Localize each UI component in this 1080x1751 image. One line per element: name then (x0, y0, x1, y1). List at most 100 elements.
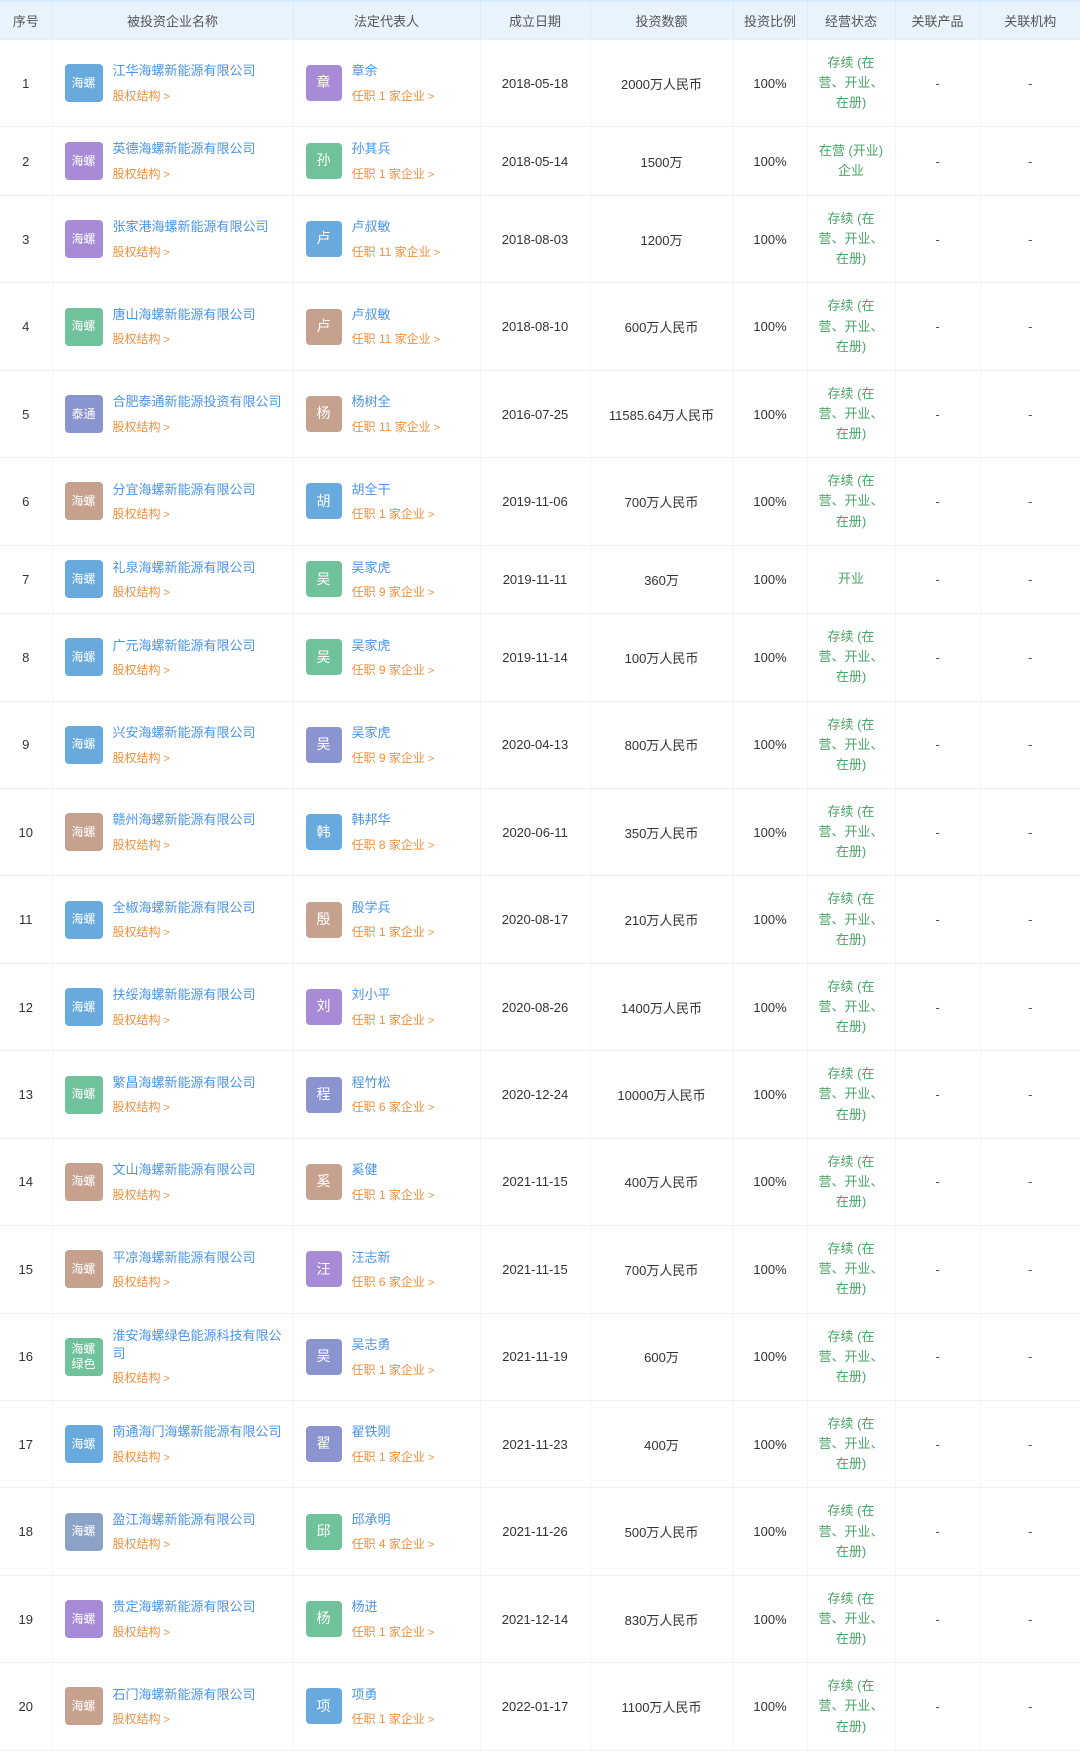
rep-name-link[interactable]: 吴家虎 (351, 725, 391, 741)
rep-avatar[interactable]: 杨 (305, 396, 342, 433)
equity-structure-link[interactable]: 股权结构 > (113, 1371, 170, 1385)
rep-name-link[interactable]: 卢叔敏 (351, 306, 391, 322)
company-logo-avatar[interactable]: 海螺 (64, 220, 103, 259)
equity-structure-link[interactable]: 股权结构 > (113, 1625, 170, 1639)
company-logo-avatar[interactable]: 海螺 (64, 988, 103, 1027)
rep-avatar[interactable]: 程 (305, 1076, 342, 1113)
company-name-link[interactable]: 英德海螺新能源有限公司 (112, 141, 256, 157)
company-name-link[interactable]: 合肥泰通新能源投资有限公司 (112, 394, 282, 410)
rep-name-link[interactable]: 杨树全 (351, 394, 391, 410)
rep-avatar[interactable]: 邱 (305, 1513, 342, 1550)
rep-avatar[interactable]: 翟 (305, 1426, 342, 1463)
rep-positions-link[interactable]: 任职 6 家企业 > (352, 1275, 435, 1289)
company-logo-avatar[interactable]: 海螺 (64, 1512, 103, 1551)
equity-structure-link[interactable]: 股权结构 > (113, 1712, 170, 1726)
rep-positions-link[interactable]: 任职 9 家企业 > (352, 585, 435, 599)
rep-avatar[interactable]: 章 (305, 65, 342, 102)
rep-avatar[interactable]: 胡 (305, 483, 342, 520)
company-name-link[interactable]: 南通海门海螺新能源有限公司 (112, 1424, 282, 1440)
equity-structure-link[interactable]: 股权结构 > (113, 925, 170, 939)
equity-structure-link[interactable]: 股权结构 > (113, 167, 170, 181)
rep-avatar[interactable]: 韩 (305, 814, 342, 851)
rep-positions-link[interactable]: 任职 1 家企业 > (352, 925, 435, 939)
company-name-link[interactable]: 平凉海螺新能源有限公司 (112, 1249, 256, 1265)
rep-positions-link[interactable]: 任职 1 家企业 > (352, 1625, 435, 1639)
rep-positions-link[interactable]: 任职 1 家企业 > (352, 1013, 435, 1027)
rep-name-link[interactable]: 邱承明 (351, 1511, 391, 1527)
rep-name-link[interactable]: 殷学兵 (351, 899, 391, 915)
rep-name-link[interactable]: 项勇 (351, 1686, 378, 1702)
company-name-link[interactable]: 贵定海螺新能源有限公司 (112, 1599, 256, 1615)
company-logo-avatar[interactable]: 海螺 (64, 307, 103, 346)
equity-structure-link[interactable]: 股权结构 > (113, 751, 170, 765)
rep-name-link[interactable]: 卢叔敏 (351, 219, 391, 235)
company-name-link[interactable]: 淮安海螺绿色能源科技有限公司 (112, 1328, 282, 1361)
equity-structure-link[interactable]: 股权结构 > (113, 1450, 170, 1464)
rep-name-link[interactable]: 韩邦华 (351, 812, 391, 828)
company-logo-avatar[interactable]: 海螺 (64, 813, 103, 852)
company-logo-avatar[interactable]: 海螺 (64, 900, 103, 939)
rep-avatar[interactable]: 项 (305, 1688, 342, 1725)
equity-structure-link[interactable]: 股权结构 > (113, 89, 170, 103)
equity-structure-link[interactable]: 股权结构 > (113, 1100, 170, 1114)
company-logo-avatar[interactable]: 海螺 (64, 1075, 103, 1114)
rep-name-link[interactable]: 吴志勇 (351, 1337, 391, 1353)
equity-structure-link[interactable]: 股权结构 > (113, 663, 170, 677)
company-name-link[interactable]: 礼泉海螺新能源有限公司 (112, 559, 256, 575)
rep-name-link[interactable]: 刘小平 (351, 987, 391, 1003)
equity-structure-link[interactable]: 股权结构 > (113, 1537, 170, 1551)
rep-name-link[interactable]: 奚健 (351, 1162, 378, 1178)
company-name-link[interactable]: 分宜海螺新能源有限公司 (112, 481, 256, 497)
rep-avatar[interactable]: 孙 (305, 143, 342, 180)
rep-positions-link[interactable]: 任职 1 家企业 > (352, 167, 435, 181)
company-name-link[interactable]: 赣州海螺新能源有限公司 (112, 812, 256, 828)
rep-avatar[interactable]: 奚 (305, 1163, 342, 1200)
company-name-link[interactable]: 繁昌海螺新能源有限公司 (112, 1074, 256, 1090)
rep-positions-link[interactable]: 任职 4 家企业 > (352, 1537, 435, 1551)
company-logo-avatar[interactable]: 海螺 (64, 1687, 103, 1726)
rep-positions-link[interactable]: 任职 6 家企业 > (352, 1100, 435, 1114)
company-logo-avatar[interactable]: 海螺 (64, 638, 103, 677)
equity-structure-link[interactable]: 股权结构 > (113, 1188, 170, 1202)
company-logo-avatar[interactable]: 海螺绿色 (64, 1337, 103, 1376)
company-logo-avatar[interactable]: 海螺 (64, 142, 103, 181)
rep-avatar[interactable]: 吴 (305, 561, 342, 598)
rep-positions-link[interactable]: 任职 11 家企业 > (352, 332, 441, 346)
rep-avatar[interactable]: 吴 (305, 639, 342, 676)
rep-name-link[interactable]: 章余 (351, 63, 378, 79)
company-name-link[interactable]: 兴安海螺新能源有限公司 (112, 725, 256, 741)
company-name-link[interactable]: 张家港海螺新能源有限公司 (112, 219, 269, 235)
equity-structure-link[interactable]: 股权结构 > (113, 838, 170, 852)
rep-positions-link[interactable]: 任职 9 家企业 > (352, 663, 435, 677)
rep-name-link[interactable]: 胡全干 (351, 481, 391, 497)
equity-structure-link[interactable]: 股权结构 > (113, 507, 170, 521)
equity-structure-link[interactable]: 股权结构 > (113, 332, 170, 346)
rep-avatar[interactable]: 殷 (305, 901, 342, 938)
company-name-link[interactable]: 扶绥海螺新能源有限公司 (112, 987, 256, 1003)
equity-structure-link[interactable]: 股权结构 > (113, 585, 170, 599)
company-name-link[interactable]: 石门海螺新能源有限公司 (112, 1686, 256, 1702)
equity-structure-link[interactable]: 股权结构 > (113, 420, 170, 434)
rep-avatar[interactable]: 卢 (305, 308, 342, 345)
rep-avatar[interactable]: 吴 (305, 1338, 342, 1375)
company-logo-avatar[interactable]: 海螺 (64, 560, 103, 599)
rep-avatar[interactable]: 卢 (305, 221, 342, 258)
rep-positions-link[interactable]: 任职 1 家企业 > (352, 1363, 435, 1377)
rep-name-link[interactable]: 程竹松 (351, 1074, 391, 1090)
company-name-link[interactable]: 盈江海螺新能源有限公司 (112, 1511, 256, 1527)
company-name-link[interactable]: 文山海螺新能源有限公司 (112, 1162, 256, 1178)
rep-avatar[interactable]: 汪 (305, 1251, 342, 1288)
company-logo-avatar[interactable]: 海螺 (64, 1425, 103, 1464)
rep-positions-link[interactable]: 任职 9 家企业 > (352, 751, 435, 765)
company-logo-avatar[interactable]: 海螺 (64, 1600, 103, 1639)
rep-positions-link[interactable]: 任职 1 家企业 > (352, 1450, 435, 1464)
equity-structure-link[interactable]: 股权结构 > (113, 245, 170, 259)
equity-structure-link[interactable]: 股权结构 > (113, 1013, 170, 1027)
company-name-link[interactable]: 全椒海螺新能源有限公司 (112, 899, 256, 915)
rep-positions-link[interactable]: 任职 1 家企业 > (352, 1712, 435, 1726)
company-name-link[interactable]: 唐山海螺新能源有限公司 (112, 306, 256, 322)
company-name-link[interactable]: 广元海螺新能源有限公司 (112, 637, 256, 653)
rep-avatar[interactable]: 刘 (305, 989, 342, 1026)
rep-name-link[interactable]: 杨进 (351, 1599, 378, 1615)
company-logo-avatar[interactable]: 海螺 (64, 1162, 103, 1201)
